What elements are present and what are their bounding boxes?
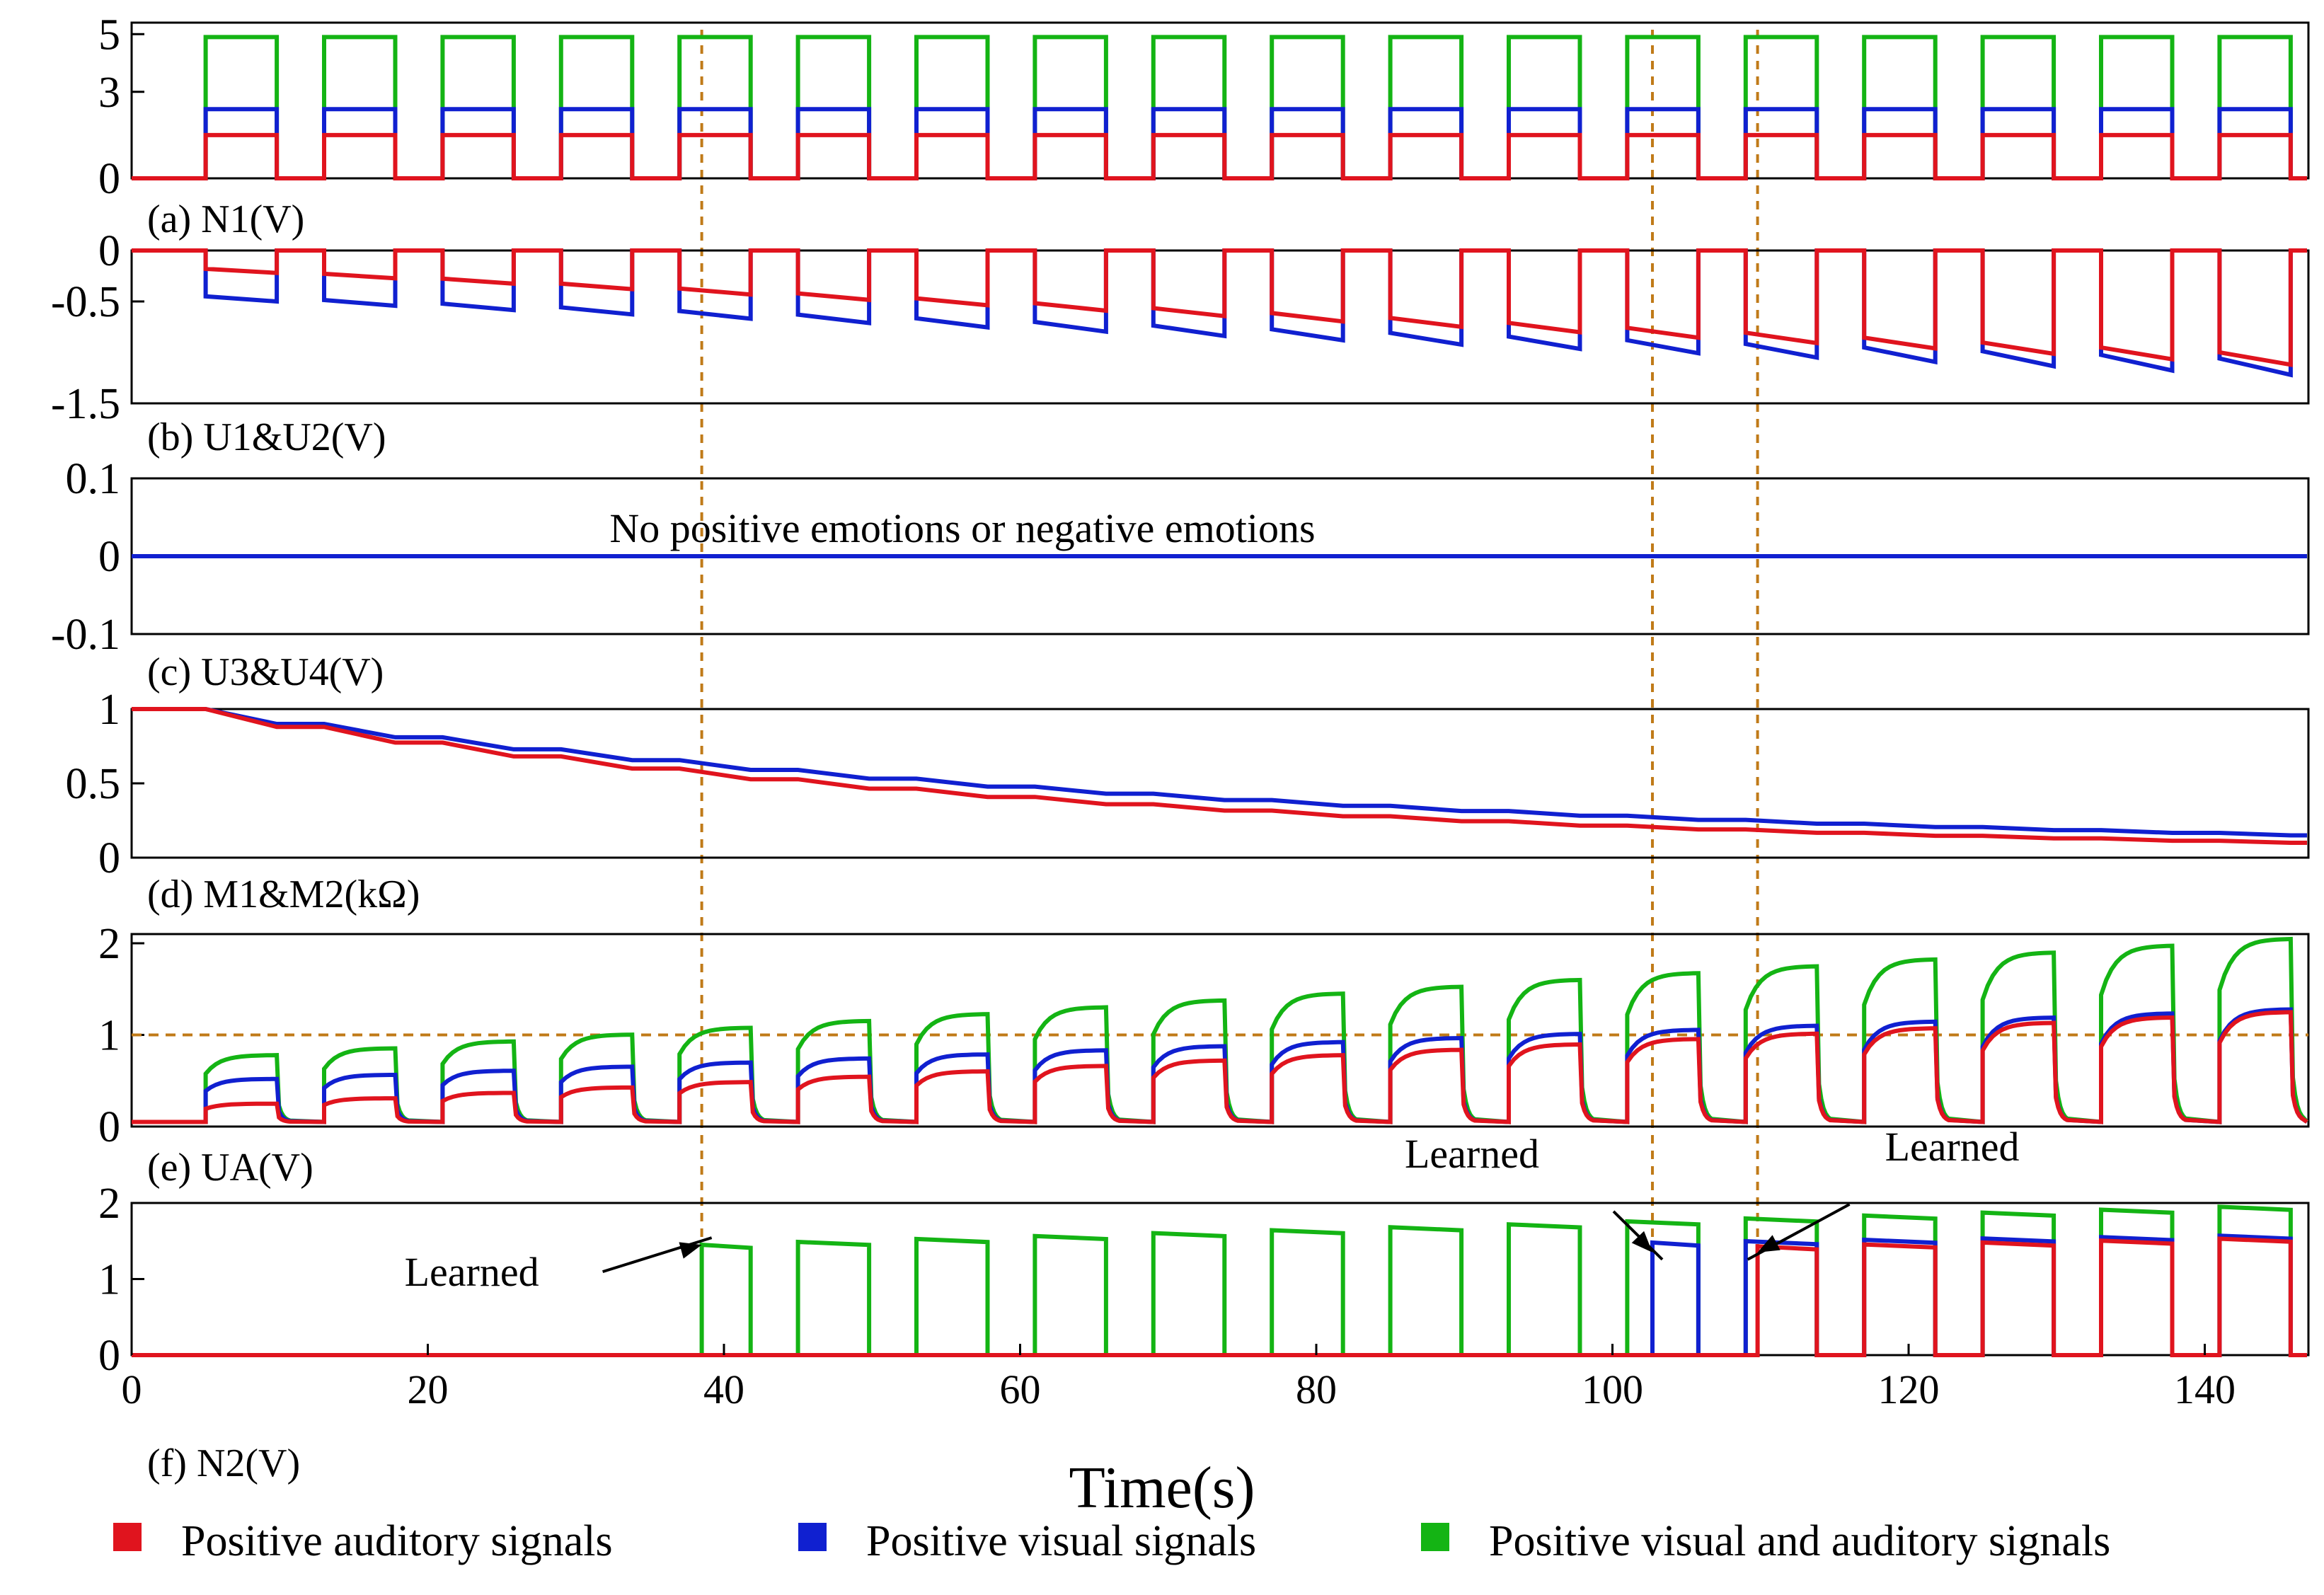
series-auditory-line: [132, 132, 2307, 180]
learned-annotation-1: Learned: [405, 1249, 539, 1295]
x-tick-label: 20: [408, 1366, 449, 1412]
x-tick-label: 140: [2174, 1366, 2236, 1412]
panel-f: 2 1 0 Learned Learned Learned (f) N2(V): [98, 1124, 2310, 1485]
y-tick-label: 2: [98, 920, 120, 968]
x-tick-label: 80: [1296, 1366, 1337, 1412]
legend-label-visual_auditory: Positive visual and auditory signals: [1489, 1517, 2110, 1565]
x-axis-title: Time(s): [1069, 1455, 1255, 1521]
y-tick-label: 0: [98, 227, 120, 275]
reference-lines: [700, 30, 1759, 1355]
panel-d: 1 0.5 0 (d) M1&M2(kΩ): [66, 686, 2310, 916]
series-auditory-line: [132, 707, 2307, 845]
legend-swatch-auditory: [113, 1523, 142, 1551]
panel-e: 2 1 0 (e) UA(V): [98, 920, 2310, 1190]
panel-f-label: (f) N2(V): [147, 1441, 300, 1485]
learned-annotation-3: Learned: [1885, 1124, 2020, 1170]
panel-a: 5 3 0 (a) N1(V): [98, 11, 2310, 241]
y-tick-label: 5: [98, 11, 120, 59]
legend-label-auditory: Positive auditory signals: [181, 1517, 613, 1565]
panel-annotation: No positive emotions or negative emotion…: [609, 505, 1315, 551]
y-tick-label: 1: [98, 686, 120, 734]
legend-swatch-visual: [798, 1523, 827, 1551]
series-auditory-line: [132, 1010, 2308, 1124]
y-tick-label: 0: [98, 533, 120, 581]
legend-label-visual: Positive visual signals: [866, 1517, 1256, 1565]
x-tick-label: 100: [1582, 1366, 1643, 1412]
panel-b: 0-0.5 -1.5 (b) U1&U2(V): [51, 227, 2310, 459]
learned-annotation-2: Learned: [1405, 1131, 1539, 1177]
y-tick-label: 0: [98, 834, 120, 882]
x-axis: 0 20 40 60 80 100 120 140: [122, 1344, 2236, 1412]
learned-arrow-head: [1757, 1235, 1781, 1253]
y-tick-label: -0.5: [51, 278, 120, 326]
panel-c: 0.1 0 -0.1 No positive emotions or negative…: [51, 455, 2310, 694]
x-tick-label: 60: [1000, 1366, 1041, 1412]
panel-e-label: (e) UA(V): [147, 1146, 313, 1190]
series-visual-line: [132, 707, 2307, 838]
panel-d-label: (d) M1&M2(kΩ): [147, 873, 420, 916]
series-auditory-line: [132, 248, 2307, 367]
y-tick-label: -0.1: [51, 611, 120, 659]
panel-e-frame: [130, 933, 2310, 1128]
y-tick-label: 0.5: [66, 760, 121, 808]
y-tick-label: 0: [98, 155, 120, 203]
panel-a-frame: [130, 21, 2310, 180]
y-tick-label: 1: [98, 1256, 120, 1304]
y-tick-label: 0: [98, 1332, 120, 1380]
panel-b-label: (b) U1&U2(V): [147, 415, 386, 459]
panel-c-label: (c) U3&U4(V): [147, 650, 384, 694]
series-auditory-line: [132, 1236, 2307, 1357]
y-tick-label: -1.5: [51, 380, 120, 428]
y-tick-label: 3: [98, 69, 120, 117]
legend: Positive auditory signals Positive visual…: [113, 1517, 2110, 1565]
legend-swatch-visual_auditory: [1421, 1523, 1449, 1551]
y-tick-label: 0: [98, 1103, 120, 1151]
learned-arrow-shaft: [602, 1236, 713, 1274]
y-tick-label: 1: [98, 1011, 120, 1059]
chart-panels: 530(a) N1(V)0-0.5-1.5(b) U1&U2(V)0.10-0.…: [51, 11, 2310, 1485]
x-tick-label: 120: [1878, 1366, 1940, 1412]
learned-arrow-head: [679, 1242, 702, 1259]
panel-b-frame: [130, 249, 2310, 405]
learned-arrow-head: [1631, 1231, 1652, 1253]
x-tick-label: 0: [122, 1366, 142, 1412]
y-tick-label: 2: [98, 1180, 120, 1228]
learned-arrow-shaft: [1612, 1210, 1664, 1261]
panel-a-label: (a) N1(V): [147, 197, 304, 241]
x-tick-label: 40: [703, 1366, 744, 1412]
y-tick-label: 0.1: [66, 455, 121, 503]
